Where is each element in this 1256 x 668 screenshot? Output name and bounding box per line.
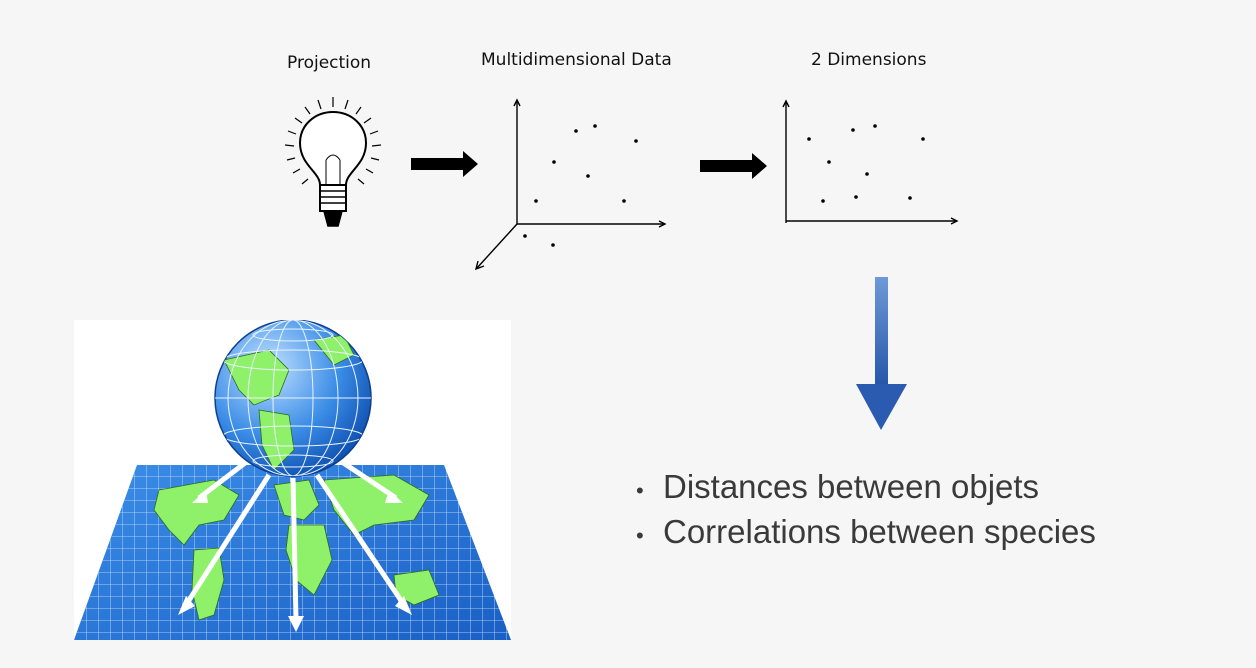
bullet-item: • Distances between objets [636,466,1096,511]
point-2d [827,160,831,164]
bullet-dot-icon: • [636,523,644,548]
points-2d [807,124,925,203]
point-2d [921,137,925,141]
point-2d [854,195,858,199]
bullet-text: Correlations between species [663,513,1096,550]
point-3d [523,234,527,238]
point-3d [552,160,556,164]
multidimensional-data-label: Multidimensional Data [481,50,672,70]
point-3d [574,129,578,133]
point-3d [593,124,597,128]
point-2d [873,124,877,128]
point-3d [551,243,555,247]
projection-rays [183,457,407,621]
points-3d [523,124,638,247]
globe-projection-illustration [74,319,511,640]
axes-2d [782,99,959,225]
bullet-dot-icon: • [636,478,644,503]
point-3d [586,174,590,178]
point-3d [622,199,626,203]
point-2d [865,172,869,176]
axes-3d [474,98,667,271]
projection-arrow-1 [411,151,478,177]
light-bulb-icon [284,97,382,227]
bullet-text: Distances between objets [663,468,1040,505]
globe-projection-panel [74,319,511,640]
point-2d [908,196,912,200]
projection-arrow-2 [700,153,767,179]
projection-label: Projection [287,53,372,73]
bullet-item: • Correlations between species [636,511,1096,556]
projection-ray-heads [178,490,412,632]
map-continents [153,474,440,621]
result-arrow [856,277,907,430]
two-dimensions-label: 2 Dimensions [811,50,927,70]
result-bullet-list: • Distances between objets • Correlation… [636,466,1096,556]
point-2d [807,137,811,141]
point-3d [634,139,638,143]
point-3d [534,199,538,203]
point-2d [821,199,825,203]
point-2d [851,128,855,132]
